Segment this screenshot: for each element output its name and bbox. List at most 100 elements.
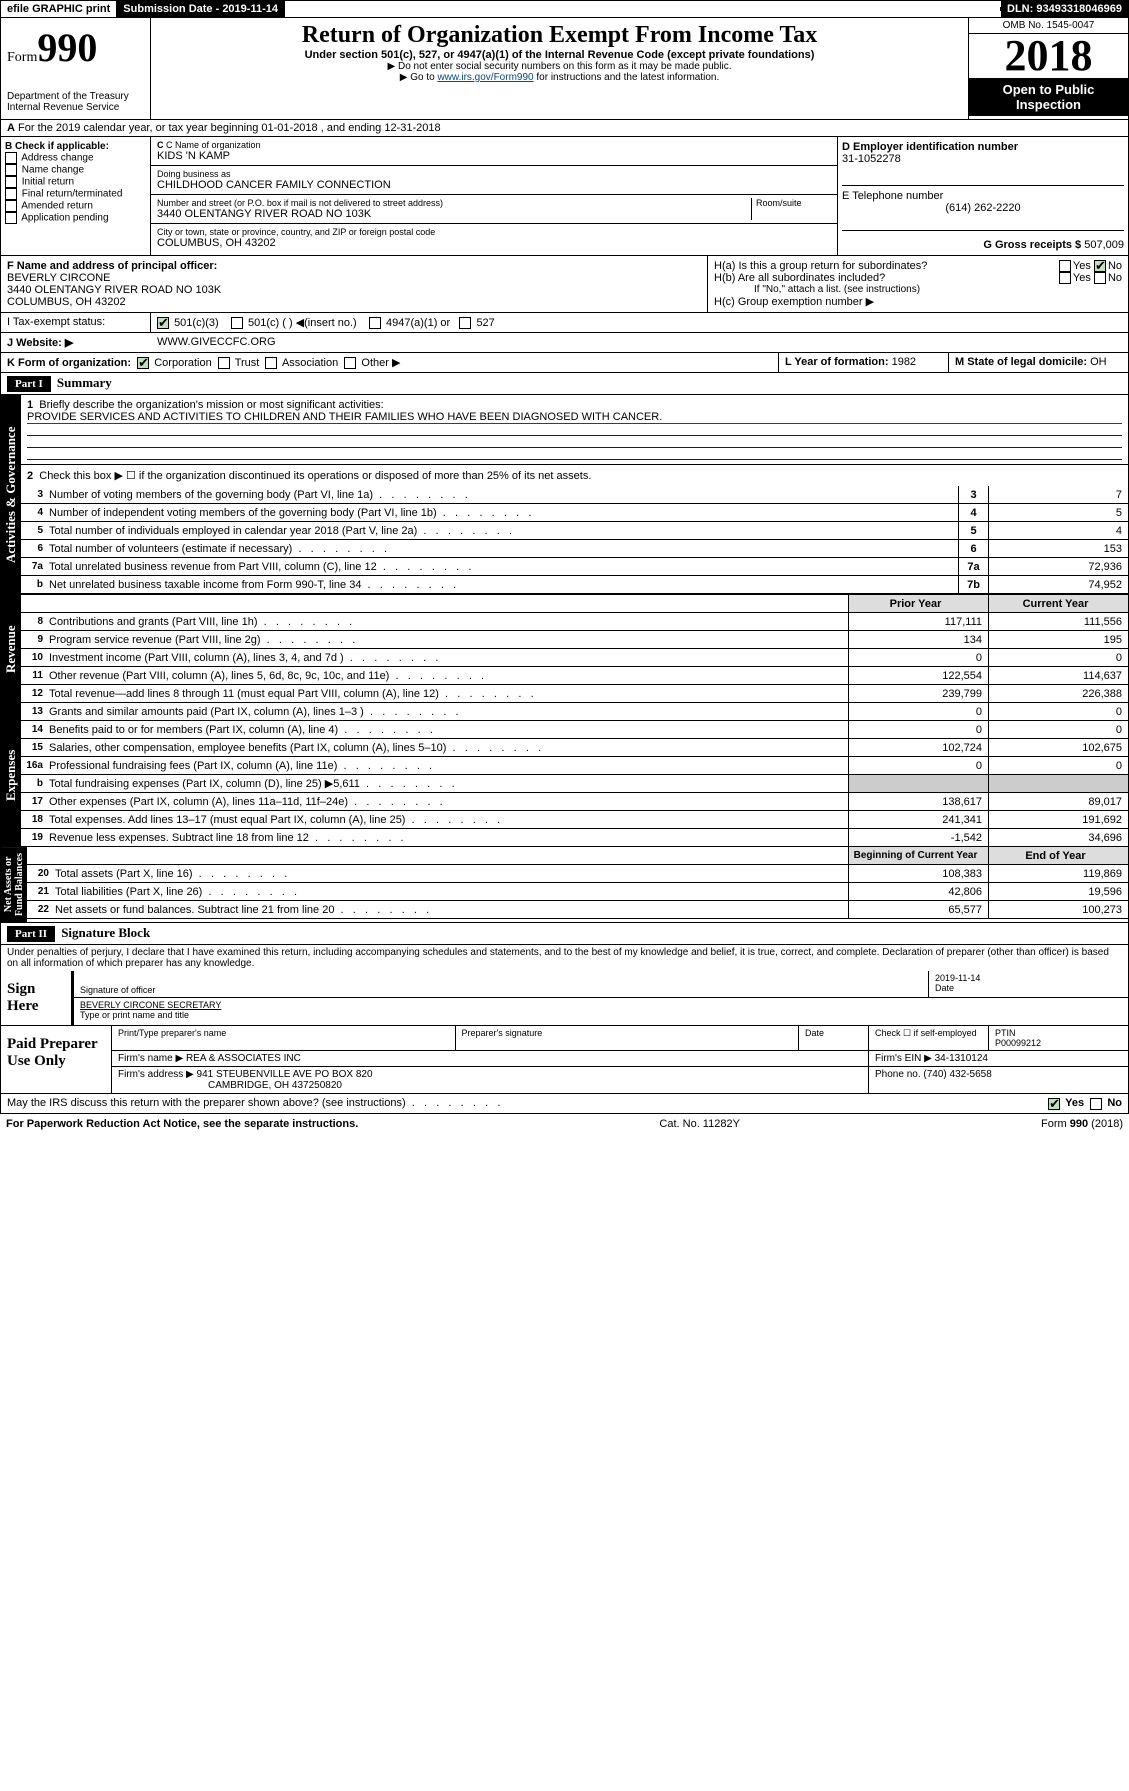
h-a-label: H(a) Is this a group return for subordin… [714,260,927,272]
year-box: OMB No. 1545-0047 2018 Open to Public In… [968,18,1128,119]
summary-row: 20 Total assets (Part X, line 16) 108,38… [27,865,1128,883]
status-527[interactable] [459,317,471,329]
dba-cell: Doing business as CHILDHOOD CANCER FAMIL… [151,166,837,195]
discuss-no[interactable] [1090,1098,1102,1110]
firm-address: Firm's address ▶ 941 STEUBENVILLE AVE PO… [112,1067,868,1093]
row-m: M State of legal domicile: OH [948,353,1128,372]
website-value: WWW.GIVECCFC.ORG [151,333,1128,352]
prep-name-label: Print/Type preparer's name [112,1026,455,1050]
firm-phone: Phone no. (740) 432-5658 [868,1067,1128,1093]
summary-row: 17 Other expenses (Part IX, column (A), … [21,793,1128,811]
summary-row: 3 Number of voting members of the govern… [21,486,1128,504]
status-4947[interactable] [369,317,381,329]
status-501c[interactable] [231,317,243,329]
part-1-header: Part I Summary [0,373,1129,395]
officer-name-title: BEVERLY CIRCONE SECRETARY Type or print … [74,998,1128,1022]
dln-label: DLN: 93493318046969 [1001,1,1128,17]
mission-text: PROVIDE SERVICES AND ACTIVITIES TO CHILD… [27,411,1122,424]
firm-ein: Firm's EIN ▶ 34-1310124 [868,1051,1128,1066]
irs-link[interactable]: www.irs.gov/Form990 [437,72,533,83]
city-cell: City or town, state or province, country… [151,224,837,252]
rev-header-row: Prior Year Current Year [21,595,1128,613]
prep-date-label: Date [798,1026,868,1050]
form-990-box: Form990 Department of the Treasury Inter… [1,18,151,119]
row-j-label: J Website: ▶ [1,333,151,352]
footer-right: Form 990 (2018) [1041,1118,1123,1130]
opt-amended[interactable]: Amended return [5,200,146,212]
summary-row: 19 Revenue less expenses. Subtract line … [21,829,1128,847]
summary-row: 13 Grants and similar amounts paid (Part… [21,703,1128,721]
addr-cell: Number and street (or P.O. box if mail i… [151,195,837,224]
spacer [285,7,1001,11]
footer-left: For Paperwork Reduction Act Notice, see … [6,1118,358,1130]
efile-label: efile GRAPHIC print [1,1,117,17]
section-expenses: Expenses 13 Grants and similar amounts p… [0,703,1129,847]
summary-row: 10 Investment income (Part VIII, column … [21,649,1128,667]
paid-preparer-label: Paid Preparer Use Only [1,1026,111,1093]
open-public-label: Open to Public Inspection [969,78,1128,116]
h-c-label: H(c) Group exemption number ▶ [714,295,1122,308]
form-number: 990 [37,25,97,70]
summary-row: 22 Net assets or fund balances. Subtract… [27,901,1128,919]
prep-sig-label: Preparer's signature [455,1026,799,1050]
row-a-tax-year: A For the 2019 calendar year, or tax yea… [0,120,1129,137]
sig-date: 2019-11-14Date [928,971,1128,998]
summary-row: b Net unrelated business taxable income … [21,576,1128,594]
ein-cell: D Employer identification number 31-1052… [842,141,1124,186]
summary-row: 16a Professional fundraising fees (Part … [21,757,1128,775]
sign-here-label: Sign Here [1,971,71,1025]
org-info-grid: B Check if applicable: Address change Na… [0,137,1129,256]
phone-cell: E Telephone number (614) 262-2220 [842,186,1124,231]
submission-date-button[interactable]: Submission Date - 2019-11-14 [117,1,285,17]
hb-yes[interactable] [1059,272,1071,284]
col-end-year: End of Year [988,847,1128,864]
part-2-header: Part II Signature Block [0,923,1129,945]
form-title: Return of Organization Exempt From Incom… [155,22,964,49]
top-bar: efile GRAPHIC print Submission Date - 20… [0,0,1129,18]
officer-group-row: F Name and address of principal officer:… [0,256,1129,313]
vtab-revenue: Revenue [1,595,21,703]
ptin-cell: PTINP00099212 [988,1026,1128,1050]
form-corp[interactable] [137,357,149,369]
net-header-row: Beginning of Current Year End of Year [27,847,1128,865]
vtab-net-assets: Net Assets or Fund Balances [1,847,27,922]
status-501c3[interactable] [157,317,169,329]
form-subtitle: Under section 501(c), 527, or 4947(a)(1)… [155,49,964,61]
summary-row: 6 Total number of volunteers (estimate i… [21,540,1128,558]
org-name-cell: C C Name of organization KIDS 'N KAMP [151,137,837,166]
ha-yes[interactable] [1059,260,1071,272]
form-other[interactable] [344,357,356,369]
opt-initial-return[interactable]: Initial return [5,176,146,188]
line-1: 1 Briefly describe the organization's mi… [21,395,1128,465]
section-governance: Activities & Governance 1 Briefly descri… [0,395,1129,594]
opt-app-pending[interactable]: Application pending [5,212,146,224]
section-b: B Check if applicable: Address change Na… [1,137,151,255]
summary-row: 11 Other revenue (Part VIII, column (A),… [21,667,1128,685]
form-assoc[interactable] [265,357,277,369]
section-revenue: Revenue Prior Year Current Year 8 Contri… [0,594,1129,703]
opt-final-return[interactable]: Final return/terminated [5,188,146,200]
opt-name-change[interactable]: Name change [5,164,146,176]
discuss-row: May the IRS discuss this return with the… [0,1094,1129,1113]
opt-address-change[interactable]: Address change [5,152,146,164]
prep-self-employed[interactable]: Check ☐ if self-employed [868,1026,988,1050]
section-h: H(a) Is this a group return for subordin… [708,256,1128,312]
summary-row: 7a Total unrelated business revenue from… [21,558,1128,576]
h-b-label: H(b) Are all subordinates included? [714,272,885,284]
officer-signature[interactable]: Signature of officer [74,971,928,998]
tax-year: 2018 [969,34,1128,78]
vtab-governance: Activities & Governance [1,395,21,594]
page-footer: For Paperwork Reduction Act Notice, see … [0,1114,1129,1134]
gross-receipts-cell: G Gross receipts $ 507,009 [842,231,1124,251]
section-b-label: B Check if applicable: [5,141,109,152]
ha-no[interactable] [1094,260,1106,272]
h-b-note: If "No," attach a list. (see instruction… [714,284,1122,295]
summary-row: 14 Benefits paid to or for members (Part… [21,721,1128,739]
note-link: ▶ Go to www.irs.gov/Form990 for instruct… [155,72,964,83]
summary-row: 5 Total number of individuals employed i… [21,522,1128,540]
summary-row: 18 Total expenses. Add lines 13–17 (must… [21,811,1128,829]
discuss-yes[interactable] [1048,1098,1060,1110]
summary-row: b Total fundraising expenses (Part IX, c… [21,775,1128,793]
row-j-website: J Website: ▶ WWW.GIVECCFC.ORG [0,333,1129,353]
form-trust[interactable] [218,357,230,369]
